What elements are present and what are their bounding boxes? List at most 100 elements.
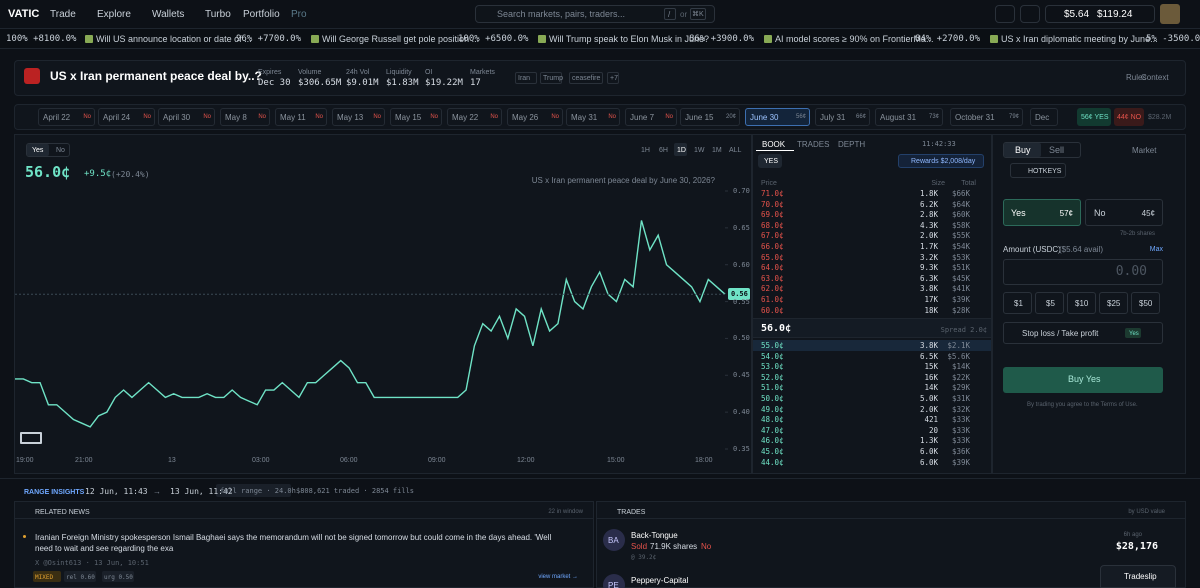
trades-panel <box>596 501 1186 588</box>
book-tab[interactable]: DEPTH <box>838 140 866 149</box>
tag[interactable]: Trump <box>543 75 563 82</box>
date-tab[interactable] <box>745 108 810 126</box>
sell-tab[interactable]: Sell <box>1049 145 1065 155</box>
book-tab[interactable]: BOOK <box>762 140 786 149</box>
nav-item[interactable]: Explore <box>97 9 131 20</box>
insights-arrow: → <box>153 487 161 496</box>
x-tick-label: 06:00 <box>340 457 358 464</box>
order-book <box>752 134 992 474</box>
quick-amount[interactable] <box>1035 292 1064 314</box>
ticker-title[interactable]: Will George Russell get pole position ..… <box>322 34 480 44</box>
range-button[interactable]: 6H <box>659 147 668 154</box>
stat-label: Expires <box>258 69 282 76</box>
news-bullet <box>23 535 26 538</box>
date-tab[interactable] <box>220 108 270 126</box>
sltp-row[interactable] <box>1003 322 1163 344</box>
stat-value: $306.65M <box>298 78 342 88</box>
trades-filter: by USD value <box>1128 509 1165 515</box>
date-tab[interactable] <box>815 108 870 126</box>
icon-button[interactable] <box>995 5 1015 23</box>
trader-name[interactable]: Back-Tongue <box>631 531 678 540</box>
order-type[interactable]: Market <box>1132 146 1157 155</box>
tag-box <box>515 72 537 84</box>
max-button[interactable]: Max <box>1149 246 1163 253</box>
date-tab[interactable] <box>275 108 327 126</box>
quick-amount[interactable] <box>1067 292 1096 314</box>
yes-pill <box>1077 108 1111 126</box>
date-tab[interactable] <box>875 108 943 126</box>
no-outcome[interactable] <box>1085 199 1163 226</box>
notifications[interactable] <box>1020 5 1040 23</box>
x-tick-label: 12:00 <box>517 457 535 464</box>
book-tab[interactable]: TRADES <box>797 140 830 149</box>
toggle-no[interactable]: No <box>56 147 65 154</box>
date-tab[interactable] <box>332 108 385 126</box>
tag[interactable]: +7 <box>610 75 618 82</box>
book-total: $5.6K <box>947 351 970 361</box>
range-button[interactable]: 1H <box>641 147 650 154</box>
tab-label: May 15 <box>395 113 422 122</box>
logo[interactable]: VATIC <box>8 8 40 20</box>
yes-outcome[interactable] <box>1003 199 1081 226</box>
news-text[interactable]: Iranian Foreign Ministry spokesperson Is… <box>35 533 552 553</box>
date-tab[interactable] <box>1030 108 1058 126</box>
price-line <box>15 220 726 428</box>
date-tab[interactable] <box>625 108 677 126</box>
tag[interactable]: ceasefire <box>572 75 601 82</box>
range-button[interactable]: 1D <box>677 147 686 154</box>
trader-name[interactable]: Peppery-Capital <box>631 576 689 585</box>
date-tab[interactable] <box>38 108 95 126</box>
nav-item[interactable]: Turbo <box>205 9 231 20</box>
date-tab[interactable] <box>566 108 620 126</box>
date-tab[interactable] <box>158 108 215 126</box>
date-tab[interactable] <box>950 108 1023 126</box>
context-link[interactable]: Context <box>1141 73 1169 82</box>
quick-amount[interactable] <box>1099 292 1128 314</box>
avatar[interactable] <box>1160 4 1180 24</box>
book-total: $45K <box>951 273 970 283</box>
tab-label: June 7 <box>630 113 655 122</box>
rules-link[interactable]: Rules <box>1126 73 1147 82</box>
book-size: 1.3K <box>919 436 938 446</box>
date-tab[interactable] <box>98 108 155 126</box>
book-size: 6.2K <box>919 199 938 209</box>
nav-item[interactable]: Trade <box>50 9 76 20</box>
amount-value: 0.00 <box>1115 264 1147 279</box>
date-tab[interactable] <box>507 108 563 126</box>
sltp-toggle[interactable]: Yes <box>1129 331 1139 337</box>
nav-item[interactable]: Portfolio <box>243 9 280 20</box>
nav-item[interactable]: Wallets <box>152 9 185 20</box>
nav-item[interactable]: Pro <box>291 9 307 20</box>
ticker-stat: 100% +8100.0% <box>6 34 77 44</box>
date-tab[interactable] <box>447 108 502 126</box>
toggle-yes[interactable]: Yes <box>32 147 44 154</box>
ticker-title[interactable]: Will Trump speak to Elon Musk in June? <box>549 34 710 44</box>
ticker-title[interactable]: Will US announce location or date of ... <box>96 34 252 44</box>
range-button[interactable]: ALL <box>729 147 742 154</box>
date-tab[interactable] <box>390 108 442 126</box>
book-side[interactable]: YES <box>764 158 779 165</box>
buy-tab[interactable]: Buy <box>1015 145 1031 155</box>
tab-price: No <box>83 114 91 120</box>
buy-button[interactable] <box>1003 367 1163 393</box>
book-size: 1.7K <box>919 242 938 251</box>
amount-input[interactable] <box>1003 259 1163 285</box>
hotkeys-button[interactable] <box>1010 163 1066 178</box>
range-button[interactable]: 1W <box>694 147 705 154</box>
ticker-title[interactable]: AI model scores ≥ 90% on FrontierMa... <box>775 34 934 44</box>
market-title[interactable]: US x Iran permanent peace deal by..? <box>50 69 262 83</box>
ticker-stat: 96% +7700.0% <box>236 34 302 44</box>
ticker-title[interactable]: US x Iran diplomatic meeting by June... <box>1001 34 1158 44</box>
tag[interactable]: Iran <box>518 75 531 82</box>
sltp-label: Stop loss / Take profit <box>1022 329 1099 338</box>
quick-amount[interactable] <box>1003 292 1032 314</box>
date-tab[interactable] <box>680 108 740 126</box>
book-price: 45.0¢ <box>761 447 784 456</box>
range-button[interactable]: 1M <box>712 147 722 154</box>
book-size: 3.2K <box>919 252 938 262</box>
search-box[interactable] <box>475 5 715 23</box>
wallet[interactable] <box>1045 5 1155 23</box>
quick-amount[interactable] <box>1131 292 1160 314</box>
view-market-link[interactable]: view market → <box>538 574 578 580</box>
